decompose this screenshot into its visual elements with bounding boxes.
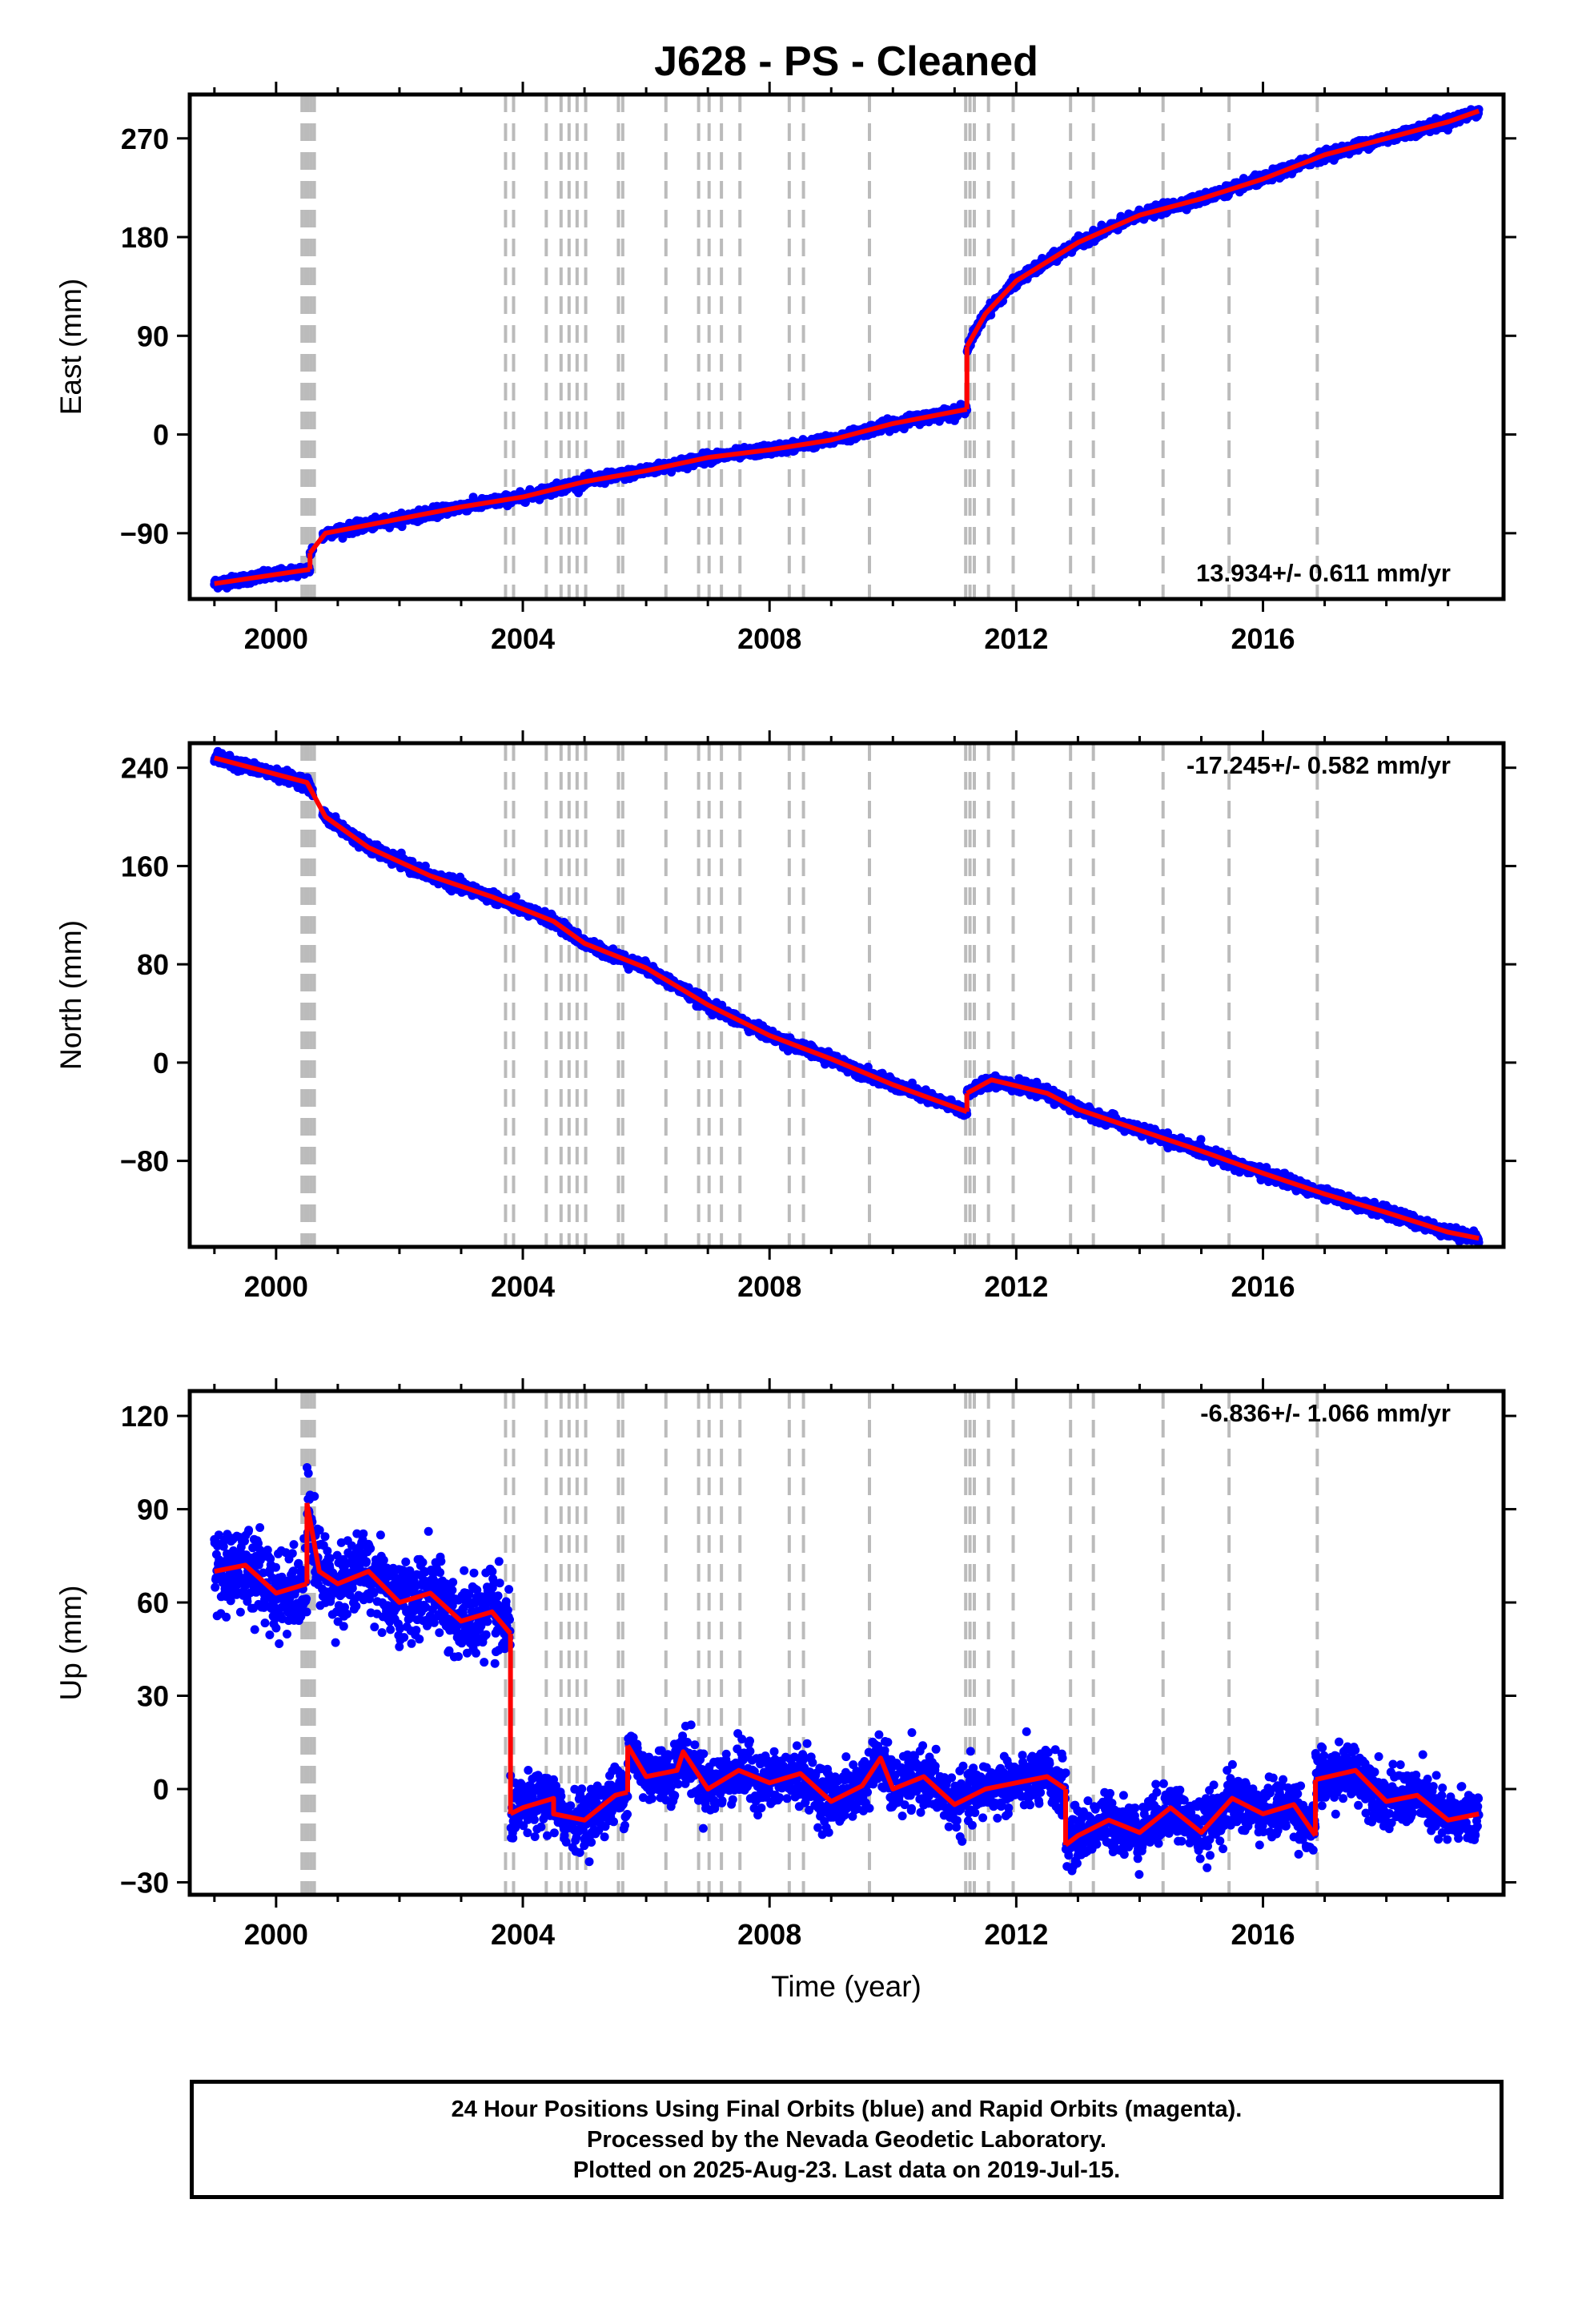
y-tick-label-east: 0	[153, 419, 169, 452]
data-point	[512, 892, 520, 902]
panel-east: −90 0 90 180 270 2000 2004 2008 2012 2016 East (mm…	[54, 82, 1516, 655]
panels: −90 0 90 180 270 2000 2004 2008 2012 2016 East (mm…	[54, 82, 1516, 2003]
data-point	[420, 861, 430, 870]
plot-frame-east	[187, 92, 1506, 601]
rate-label-east: 13.934+/- 0.611 mm/yr	[1196, 559, 1451, 587]
model-line-east-1	[307, 407, 968, 555]
y-tick-label-east: −90	[120, 517, 169, 550]
model-line-east-2	[965, 108, 1480, 348]
figure-title: J628 - PS - Cleaned	[654, 38, 1038, 85]
y-tick-label-east: 90	[137, 320, 169, 352]
model-line-east-0	[214, 567, 311, 586]
y-tick-label-east: 180	[121, 221, 169, 254]
x-tick-label-east: 2004	[491, 622, 555, 655]
plot-area-north	[210, 743, 1484, 1247]
scatter-points-north	[210, 746, 1484, 1247]
x-tick-label-east: 2000	[244, 622, 308, 655]
y-axis-label-east: East (mm)	[54, 279, 87, 416]
y-tick-label-east: 270	[121, 123, 169, 155]
x-tick-label-east: 2008	[737, 622, 801, 655]
plot-area-east	[210, 94, 1484, 599]
x-tick-label-east: 2016	[1231, 622, 1295, 655]
x-tick-label-east: 2012	[984, 622, 1048, 655]
